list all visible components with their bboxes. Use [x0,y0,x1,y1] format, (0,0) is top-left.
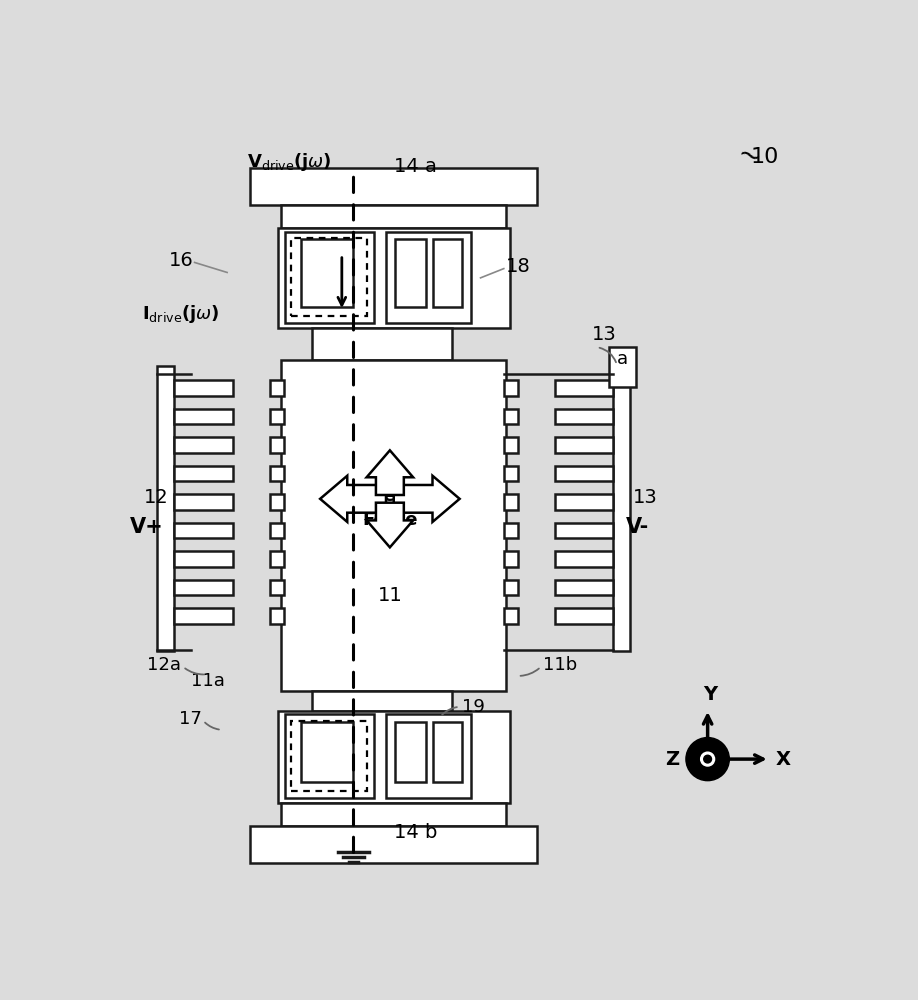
Bar [504,380,518,396]
Bar [291,238,367,316]
Bar [504,494,518,510]
Bar [291,721,367,791]
Polygon shape [394,476,460,522]
Bar [504,523,518,538]
Text: ~: ~ [733,140,765,174]
Bar [504,466,518,481]
Bar [277,711,510,803]
Text: I$_{\rm drive}$(j$\omega$): I$_{\rm drive}$(j$\omega$) [142,303,219,325]
Bar [301,722,353,782]
Text: 18: 18 [506,257,531,276]
Bar [174,380,232,396]
Text: Force: Force [362,511,418,529]
Bar [432,239,462,307]
Bar [270,580,284,595]
Text: 16: 16 [169,251,194,270]
Bar [251,826,537,863]
Bar [270,551,284,567]
FancyArrowPatch shape [442,707,457,715]
Bar [555,380,613,396]
Bar [504,437,518,453]
Bar [174,608,232,624]
FancyArrowPatch shape [185,668,204,674]
Circle shape [704,755,711,763]
Bar [270,409,284,424]
Bar [555,437,613,453]
Bar [555,523,613,538]
Bar [432,722,462,782]
Bar [396,239,426,307]
Bar [174,580,232,595]
Bar [174,523,232,538]
Bar [312,691,452,711]
Text: 14 b: 14 b [394,823,437,842]
Bar [282,803,506,826]
FancyArrowPatch shape [205,723,219,729]
Bar [174,437,232,453]
Text: 10: 10 [750,147,778,167]
Polygon shape [366,450,413,495]
Bar [613,366,630,651]
Bar [386,232,471,323]
Text: 14 a: 14 a [394,157,437,176]
Circle shape [686,738,729,781]
Bar [386,714,471,798]
Circle shape [700,752,714,766]
FancyArrowPatch shape [599,348,616,362]
Bar [270,494,284,510]
Bar [312,328,452,360]
Text: 13: 13 [591,325,616,344]
Text: V+: V+ [130,517,164,537]
Bar [610,347,636,387]
Bar [270,437,284,453]
Text: 11: 11 [377,586,402,605]
Bar [555,409,613,424]
Bar [270,466,284,481]
Bar [504,409,518,424]
Text: Z: Z [666,750,679,769]
Bar [555,494,613,510]
Text: Lorentz: Lorentz [352,487,428,505]
Text: 12: 12 [144,488,169,507]
Text: a: a [617,350,628,368]
Bar [396,722,426,782]
Bar [504,608,518,624]
Bar [277,228,510,328]
Text: 12a: 12a [148,656,182,674]
Bar [285,232,375,323]
FancyArrowPatch shape [521,669,539,676]
Text: 19: 19 [462,698,485,716]
Bar [555,466,613,481]
Polygon shape [320,476,386,522]
Bar [301,239,353,307]
Bar [504,580,518,595]
Bar [285,714,375,798]
Bar [174,551,232,567]
Text: V-: V- [626,517,650,537]
Text: 17: 17 [179,710,202,728]
Bar [270,523,284,538]
Bar [157,366,174,651]
Bar [504,551,518,567]
Bar [555,551,613,567]
Bar [282,360,506,691]
Text: 11a: 11a [191,672,225,690]
Bar [174,494,232,510]
Text: V$_{\rm drive}$(j$\omega$): V$_{\rm drive}$(j$\omega$) [247,151,331,173]
Bar [174,466,232,481]
Text: Y: Y [704,685,718,704]
Bar [282,205,506,228]
Polygon shape [366,503,413,547]
Bar [251,168,537,205]
Bar [555,580,613,595]
Bar [555,608,613,624]
Bar [174,409,232,424]
Text: 11b: 11b [543,656,577,674]
Bar [270,608,284,624]
Text: X: X [776,750,790,769]
Text: 13: 13 [633,488,657,507]
Bar [270,380,284,396]
